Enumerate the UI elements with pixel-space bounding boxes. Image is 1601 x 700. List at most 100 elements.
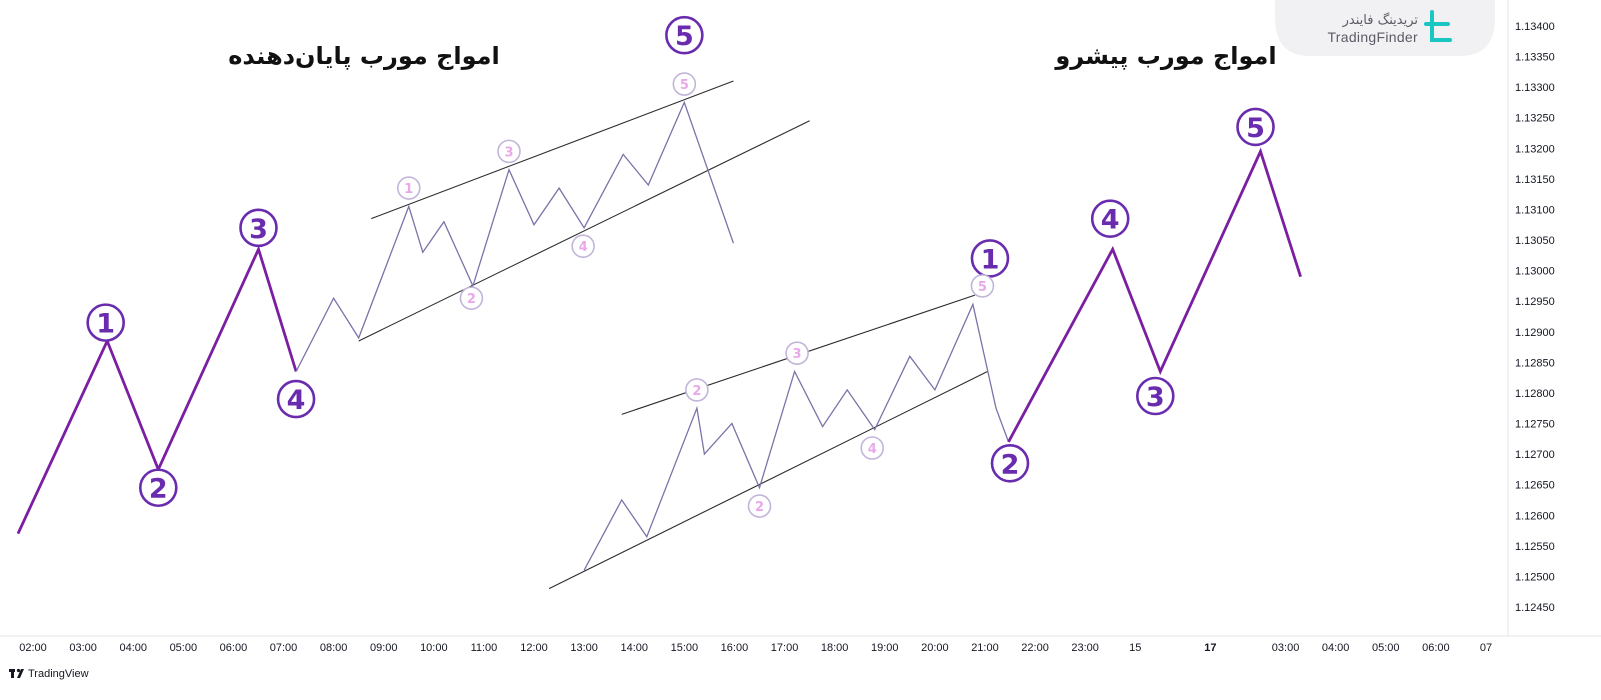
tradingview-footer: TradingView xyxy=(9,668,89,680)
channel-line xyxy=(548,371,988,590)
title-leading-diagonal: امواج مورب پیشرو xyxy=(1054,42,1276,70)
wave-label: 4 xyxy=(276,379,316,419)
wave-label-circle xyxy=(785,341,809,365)
tradingview-label: TradingView xyxy=(28,668,89,680)
x-tick-label: 05:00 xyxy=(1372,642,1400,654)
wave-label-circle xyxy=(747,494,772,518)
wave-labels: 1 2 3 4 5 1 2 3 4 5 1 2 3 4 5 2 2 3 4 5 xyxy=(86,15,1275,518)
wave-label-circle xyxy=(860,436,885,460)
y-tick-label: 1.13350 xyxy=(1515,52,1555,64)
wave-label-text: 4 xyxy=(287,385,306,416)
x-tick-label: 19:00 xyxy=(871,642,899,654)
x-tick-label: 14:00 xyxy=(620,642,648,654)
subwave-label: 3 xyxy=(785,341,809,365)
wave-label-text: 1 xyxy=(404,182,413,197)
tradingfinder-logo-icon xyxy=(1424,10,1452,42)
y-tick-label: 1.12650 xyxy=(1515,480,1555,492)
x-tick-label: 11:00 xyxy=(471,642,498,654)
wave-label-text: 4 xyxy=(868,442,877,457)
subwave-label: 4 xyxy=(571,234,595,258)
wave-label-circle xyxy=(1136,376,1175,416)
subwave-label: 2 xyxy=(459,286,484,310)
channel-lines xyxy=(358,80,988,590)
y-tick-label: 1.13400 xyxy=(1515,21,1555,33)
subwave-label: 5 xyxy=(970,274,995,298)
wave-label-circle xyxy=(685,378,709,402)
y-tick-label: 1.12600 xyxy=(1515,510,1555,522)
x-tick-label: 10:00 xyxy=(420,642,448,654)
x-tick-label: 17 xyxy=(1204,642,1216,654)
x-tick-label: 04:00 xyxy=(119,642,147,654)
wave-label-text: 2 xyxy=(755,500,764,515)
x-tick-label: 06:00 xyxy=(1422,642,1450,654)
wave-label-text: 5 xyxy=(1246,113,1265,144)
y-tick-label: 1.12450 xyxy=(1515,602,1555,614)
y-tick-label: 1.13050 xyxy=(1515,235,1555,247)
wave-label-text: 4 xyxy=(1101,205,1120,236)
wave-label-circle xyxy=(138,468,178,508)
wave-label-circle xyxy=(665,15,704,55)
wave-label-text: 3 xyxy=(793,347,802,362)
x-tick-label: 02:00 xyxy=(19,642,47,654)
y-tick-label: 1.12500 xyxy=(1515,571,1555,583)
brand-name-en: TradingFinder xyxy=(1327,29,1418,45)
x-tick-label: 07:00 xyxy=(270,642,298,654)
wave-label-text: 3 xyxy=(504,145,513,160)
wave-label-text: 2 xyxy=(1001,449,1020,480)
x-tick-label: 05:00 xyxy=(170,642,198,654)
y-tick-label: 1.12850 xyxy=(1515,357,1555,369)
y-tick-label: 1.13000 xyxy=(1515,266,1555,278)
x-tick-label: 15:00 xyxy=(671,642,699,654)
x-tick-label: 03:00 xyxy=(69,642,97,654)
subwave-label: 2 xyxy=(747,494,772,518)
x-tick-label: 06:00 xyxy=(220,642,248,654)
wave-label-text: 4 xyxy=(579,240,588,255)
tradingview-logo-icon xyxy=(9,668,24,678)
x-tick-label: 23:00 xyxy=(1071,642,1099,654)
wave-label: 4 xyxy=(1090,199,1130,238)
title-ending-diagonal: امواج مورب پایان‌دهنده xyxy=(228,42,500,70)
subwave-label: 2 xyxy=(685,378,709,402)
subwave-label: 4 xyxy=(860,436,885,460)
brand-badge-bg xyxy=(1275,0,1495,56)
channel-line xyxy=(358,120,810,342)
wave-label: 5 xyxy=(1236,107,1275,147)
x-tick-label: 07 xyxy=(1480,642,1492,654)
x-tick-label: 22:00 xyxy=(1021,642,1049,654)
wave-label-circle xyxy=(459,286,484,310)
time-axis: 02:00 03:00 04:00 05:00 06:00 07:00 08:00 09:00… xyxy=(0,635,1601,654)
y-tick-label: 1.12900 xyxy=(1515,327,1555,339)
wave-label-text: 1 xyxy=(981,244,1000,275)
wave-label-circle xyxy=(970,239,1010,278)
y-tick-label: 1.13150 xyxy=(1515,174,1555,186)
wave-series xyxy=(16,100,1302,571)
brand-name-fa: تریدینگ فایندر xyxy=(1342,12,1419,28)
y-tick-label: 1.12750 xyxy=(1515,419,1555,431)
wave-label-text: 2 xyxy=(467,292,476,307)
wave-label: 3 xyxy=(239,208,278,248)
wave-label-circle xyxy=(276,379,316,419)
x-tick-label: 17:00 xyxy=(771,642,799,654)
price-axis: 1.13400 1.13350 1.13300 1.13250 1.13200 1.131… xyxy=(1507,0,1555,636)
wave-label-circle xyxy=(239,208,278,248)
channel-line xyxy=(371,80,734,220)
x-tick-label: 20:00 xyxy=(921,642,949,654)
y-tick-label: 1.13250 xyxy=(1515,113,1555,125)
x-tick-label: 15 xyxy=(1129,642,1141,654)
x-tick-label: 16:00 xyxy=(721,642,749,654)
x-tick-label: 13:00 xyxy=(570,642,598,654)
y-tick-label: 1.13300 xyxy=(1515,82,1555,94)
wave-label-circle xyxy=(396,176,421,200)
y-tick-label: 1.12550 xyxy=(1515,541,1555,553)
subwave-line xyxy=(295,100,735,372)
y-tick-label: 1.13100 xyxy=(1515,204,1555,216)
wave-label: 3 xyxy=(1136,376,1175,416)
x-tick-label: 18:00 xyxy=(821,642,849,654)
wave-label: 2 xyxy=(138,468,178,508)
subwave-label: 5 xyxy=(672,72,697,96)
wave-label-text: 1 xyxy=(96,309,115,340)
wave-label-text: 2 xyxy=(692,384,701,399)
wave-label-text: 5 xyxy=(978,280,987,295)
wave-label-circle xyxy=(497,139,521,164)
wave-label-text: 5 xyxy=(675,21,694,52)
